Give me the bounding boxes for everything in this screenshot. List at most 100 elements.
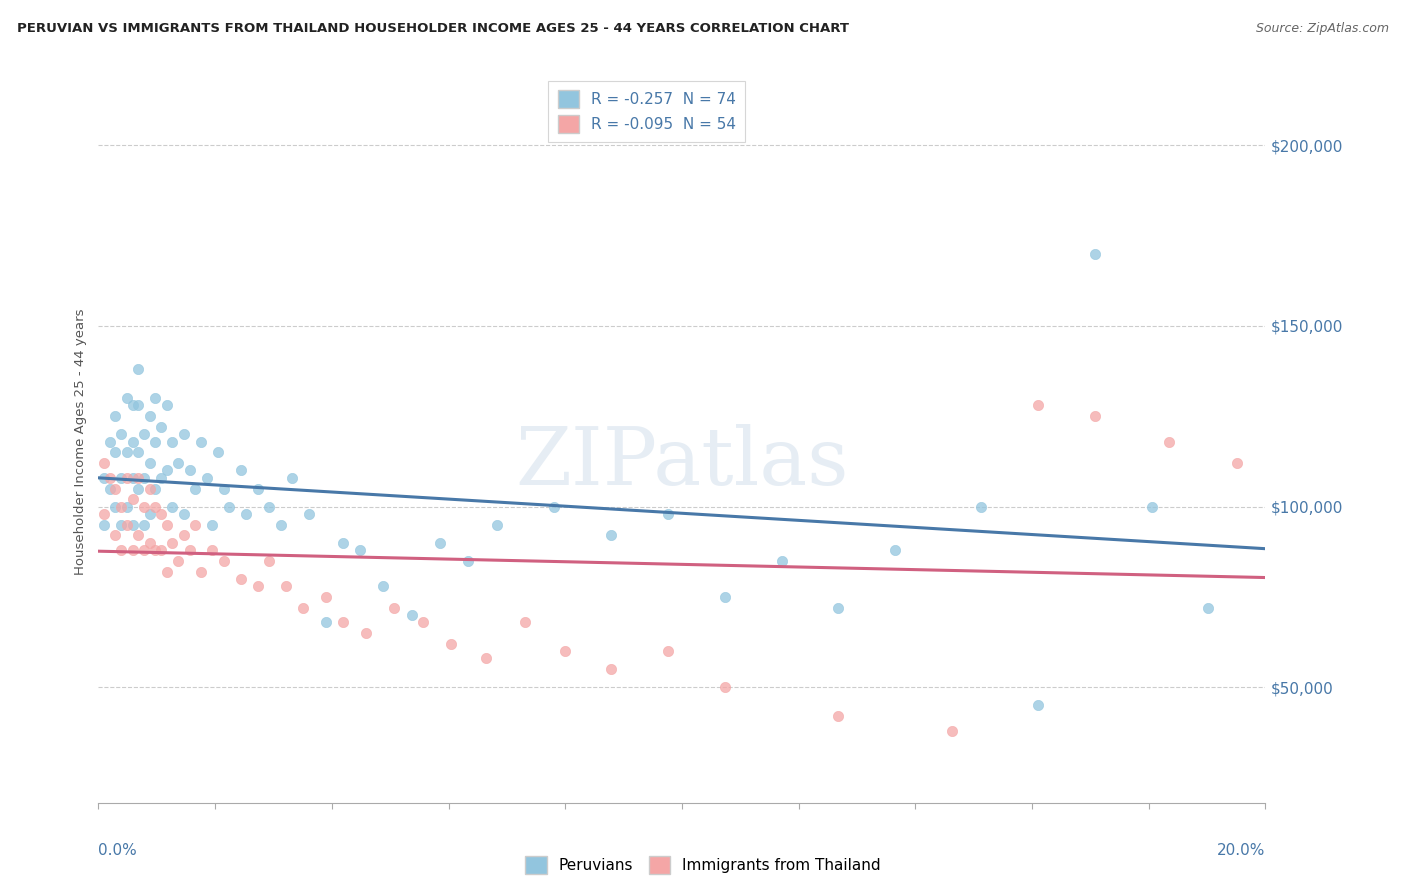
Point <box>104 409 127 424</box>
Point <box>115 517 138 532</box>
Point <box>143 434 166 449</box>
Point <box>1198 600 1220 615</box>
Point <box>115 391 138 405</box>
Text: 20.0%: 20.0% <box>1218 843 1265 857</box>
Point <box>132 500 155 514</box>
Point <box>1084 246 1107 260</box>
Point <box>827 709 849 723</box>
Point <box>121 492 143 507</box>
Point <box>371 579 394 593</box>
Point <box>354 626 377 640</box>
Point <box>292 600 315 615</box>
Point <box>315 615 337 630</box>
Point <box>190 565 212 579</box>
Text: ZIPatlas: ZIPatlas <box>515 425 849 502</box>
Point <box>173 528 195 542</box>
Point <box>138 409 160 424</box>
Point <box>1226 456 1249 470</box>
Point <box>138 482 160 496</box>
Point <box>150 420 173 434</box>
Point <box>384 600 406 615</box>
Point <box>599 662 621 676</box>
Point <box>110 517 132 532</box>
Point <box>98 470 121 484</box>
Point <box>212 554 235 568</box>
Point <box>121 398 143 412</box>
Point <box>235 507 257 521</box>
Point <box>150 470 173 484</box>
Point <box>93 470 115 484</box>
Point <box>156 398 179 412</box>
Point <box>713 680 735 694</box>
Point <box>132 517 155 532</box>
Point <box>657 507 679 521</box>
Point <box>184 482 207 496</box>
Point <box>212 482 235 496</box>
Point <box>115 445 138 459</box>
Point <box>110 470 132 484</box>
Legend: R = -0.257  N = 74, R = -0.095  N = 54: R = -0.257 N = 74, R = -0.095 N = 54 <box>548 80 745 142</box>
Point <box>138 535 160 549</box>
Point <box>156 565 179 579</box>
Point <box>201 542 224 557</box>
Point <box>121 542 143 557</box>
Point <box>115 500 138 514</box>
Point <box>132 470 155 484</box>
Point <box>162 535 184 549</box>
Point <box>93 517 115 532</box>
Point <box>93 507 115 521</box>
Point <box>179 542 201 557</box>
Point <box>104 482 127 496</box>
Point <box>127 398 149 412</box>
Point <box>713 590 735 604</box>
Point <box>184 517 207 532</box>
Point <box>229 572 252 586</box>
Point <box>246 482 269 496</box>
Point <box>162 500 184 514</box>
Point <box>138 456 160 470</box>
Y-axis label: Householder Income Ages 25 - 44 years: Householder Income Ages 25 - 44 years <box>75 309 87 574</box>
Point <box>150 542 173 557</box>
Point <box>257 554 280 568</box>
Point <box>229 463 252 477</box>
Point <box>1026 698 1049 713</box>
Point <box>115 470 138 484</box>
Point <box>440 637 463 651</box>
Point <box>1157 434 1180 449</box>
Text: 0.0%: 0.0% <box>98 843 138 857</box>
Point <box>127 362 149 376</box>
Point <box>941 723 963 738</box>
Point <box>110 500 132 514</box>
Point <box>429 535 451 549</box>
Point <box>474 651 496 665</box>
Point <box>349 542 371 557</box>
Point <box>121 434 143 449</box>
Point <box>143 482 166 496</box>
Point <box>332 615 354 630</box>
Point <box>457 554 479 568</box>
Point <box>332 535 354 549</box>
Point <box>150 507 173 521</box>
Point <box>127 470 149 484</box>
Point <box>412 615 434 630</box>
Point <box>179 463 201 477</box>
Point <box>121 517 143 532</box>
Point <box>770 554 793 568</box>
Point <box>884 542 907 557</box>
Point <box>195 470 218 484</box>
Legend: Peruvians, Immigrants from Thailand: Peruvians, Immigrants from Thailand <box>519 850 887 880</box>
Point <box>970 500 993 514</box>
Point <box>257 500 280 514</box>
Point <box>270 517 292 532</box>
Point <box>276 579 298 593</box>
Point <box>143 542 166 557</box>
Point <box>104 500 127 514</box>
Point <box>827 600 849 615</box>
Point <box>515 615 537 630</box>
Point <box>132 542 155 557</box>
Point <box>156 463 179 477</box>
Point <box>1084 409 1107 424</box>
Point <box>143 391 166 405</box>
Point <box>110 427 132 442</box>
Point <box>1140 500 1163 514</box>
